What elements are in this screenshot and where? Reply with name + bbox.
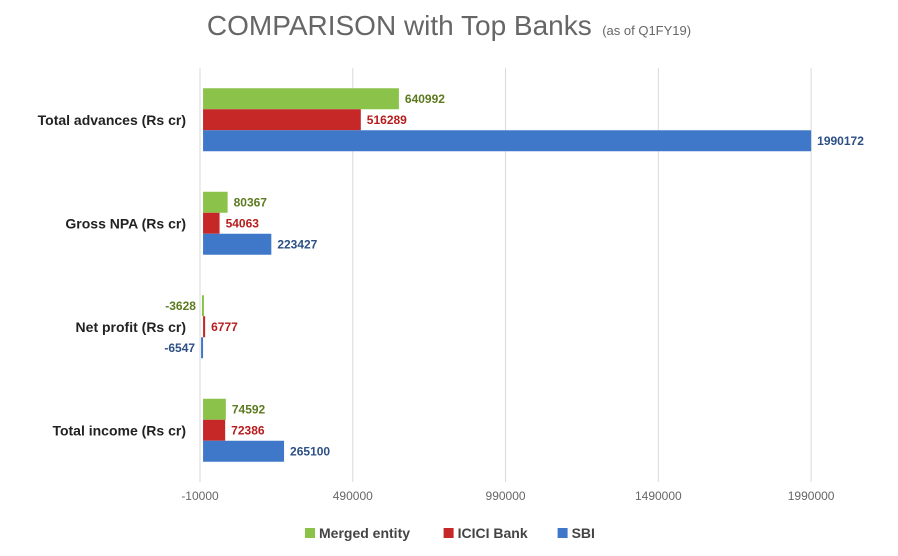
x-tick-label: 1990000: [788, 489, 835, 503]
bar: [203, 130, 812, 152]
bar: [201, 295, 204, 317]
legend-swatch: [557, 528, 568, 538]
bar: [203, 440, 285, 462]
bar: [203, 316, 206, 338]
legend-swatch: [443, 528, 454, 538]
data-label: 6777: [211, 320, 238, 334]
data-label: -6547: [164, 341, 195, 355]
data-label: 80367: [234, 195, 268, 209]
bar: [203, 212, 220, 234]
x-tick-label: 990000: [486, 489, 526, 503]
bar: [203, 88, 399, 110]
category-label: Net profit (Rs cr): [76, 319, 186, 335]
chart-title-main: COMPARISON with Top Banks: [206, 10, 592, 41]
legend-label: SBI: [572, 525, 595, 541]
data-label: 54063: [226, 216, 260, 230]
x-tick-label: 1490000: [635, 489, 682, 503]
chart-title: COMPARISON with Top Banks (as of Q1FY19): [0, 10, 898, 42]
data-label: 640992: [405, 92, 445, 106]
bar: [203, 109, 361, 131]
data-label: 72386: [231, 423, 265, 437]
data-label: 265100: [290, 444, 330, 458]
category-label: Gross NPA (Rs cr): [65, 215, 186, 231]
bar: [203, 233, 272, 255]
bar: [203, 191, 228, 213]
legend-label: Merged entity: [319, 525, 410, 541]
data-label: 1990172: [817, 134, 864, 148]
x-tick-label: 490000: [333, 489, 373, 503]
legend-swatch: [305, 528, 315, 538]
data-label: 74592: [232, 402, 266, 416]
legend-label: ICICI Bank: [458, 525, 528, 541]
category-label: Total advances (Rs cr): [38, 112, 186, 128]
data-label: -3628: [165, 299, 196, 313]
bar: [203, 419, 226, 441]
chart-subtitle: (as of Q1FY19): [602, 23, 692, 38]
data-label: 516289: [367, 113, 407, 127]
x-tick-label: -10000: [181, 489, 219, 503]
bar: [203, 398, 226, 420]
category-label: Total income (Rs cr): [52, 422, 186, 438]
data-label: 223427: [277, 237, 317, 251]
bar: [201, 337, 204, 359]
